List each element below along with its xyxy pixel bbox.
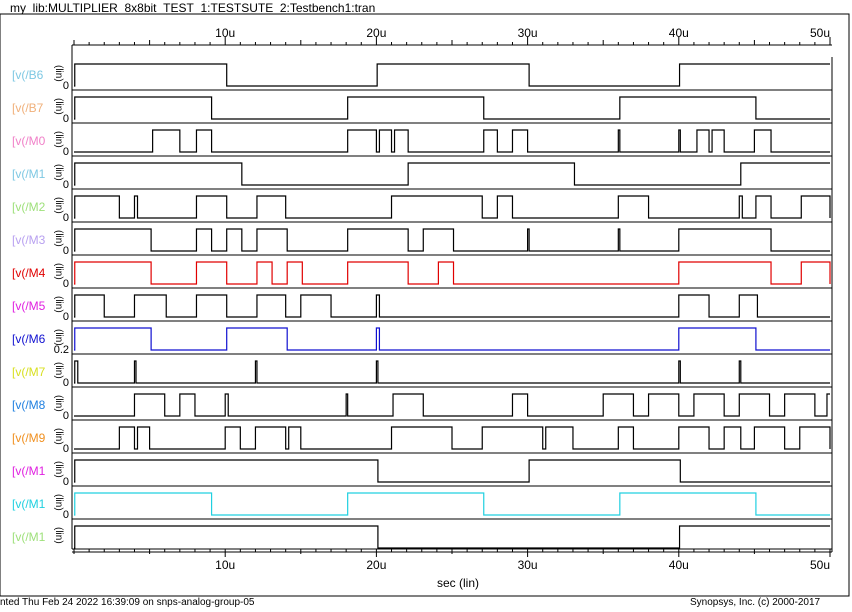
zero-label: 0	[63, 212, 69, 224]
zero-label: 0	[63, 311, 69, 323]
plot-border	[0, 13, 850, 597]
signal-lane: [v(/M5 (lin)0	[12, 288, 833, 323]
signal-name[interactable]: [v(/M9	[12, 431, 46, 445]
signal-lane: [v(/M0 (lin)0	[12, 123, 833, 158]
zero-label: 0.2	[54, 344, 69, 356]
zero-label: 0	[63, 113, 69, 125]
signal-name[interactable]: [v(/M1	[12, 530, 46, 544]
signal-lane: [v(/M7 (lin)0	[12, 354, 833, 389]
x-axis-label: sec (lin)	[437, 576, 479, 590]
unit-label: (lin)	[53, 164, 64, 181]
signal-lane: [v(/M1 (lin)0	[12, 453, 833, 488]
waveform-trace	[74, 360, 830, 384]
bottom-axis-ticks: 10u 20u 30u 40u 50u	[73, 549, 831, 572]
bottom-tick-label: 40u	[669, 558, 689, 572]
zero-label: 0	[63, 443, 69, 455]
unit-label: (lin)	[53, 461, 64, 478]
signal-lane: [v(/M8 (lin)0	[12, 387, 833, 422]
zero-label: 0	[63, 179, 69, 191]
waveform-trace	[74, 228, 830, 252]
unit-label: (lin)	[53, 329, 64, 346]
signal-lane: [v(/B7 (lin)0	[12, 90, 833, 125]
waveform-trace	[74, 63, 830, 87]
waveform-trace	[74, 261, 831, 285]
zero-label: 0	[63, 476, 69, 488]
footer-timestamp: nted Thu Feb 24 2022 16:39:09 on snps-an…	[0, 597, 255, 608]
unit-label: (lin)	[53, 296, 64, 313]
unit-label: (lin)	[53, 197, 64, 214]
waveform-trace	[74, 459, 830, 483]
signal-lane: [v(/M3 (lin)0	[12, 222, 833, 257]
signal-name[interactable]: [v(/B7	[12, 101, 44, 115]
signal-lane: [v(/M9 (lin)0	[12, 420, 833, 455]
signal-name[interactable]: [v(/M7	[12, 365, 46, 379]
unit-label: (lin)	[53, 362, 64, 379]
signal-name[interactable]: [v(/M1	[12, 497, 46, 511]
waveform-trace	[74, 96, 830, 120]
unit-label: (lin)	[53, 428, 64, 445]
signal-name[interactable]: [v(/M2	[12, 200, 46, 214]
signal-name[interactable]: [v(/M0	[12, 134, 46, 148]
top-tick-label: 30u	[518, 26, 538, 40]
bottom-tick-label: 10u	[215, 558, 235, 572]
waveform-trace	[74, 327, 830, 351]
zero-label: 0	[63, 509, 69, 521]
waveform-trace	[74, 162, 830, 186]
footer-copyright: Synopsys, Inc. (c) 2000-2017	[690, 597, 821, 608]
waveform-trace	[74, 294, 830, 318]
zero-label: 0	[63, 146, 69, 158]
signal-lane: [v(/M1 (lin)	[12, 519, 833, 553]
zero-label: 0	[63, 377, 69, 389]
signal-name[interactable]: [v(/M4	[12, 266, 46, 280]
bottom-tick-label: 30u	[518, 558, 538, 572]
top-tick-label: 50u	[810, 26, 830, 40]
waveform-trace	[74, 393, 830, 417]
top-axis-ticks: 10u 20u 30u 40u 50u	[73, 26, 831, 45]
signal-lane: [v(/M2 (lin)0	[12, 189, 833, 224]
top-tick-label: 20u	[366, 26, 386, 40]
signal-lane: [v(/M1 (lin)0	[12, 486, 833, 521]
unit-label: (lin)	[53, 527, 64, 544]
zero-label: 0	[63, 245, 69, 257]
unit-label: (lin)	[53, 230, 64, 247]
signal-name[interactable]: [v(/M6	[12, 332, 46, 346]
top-tick-label: 40u	[669, 26, 689, 40]
signal-name[interactable]: [v(/M1	[12, 167, 46, 181]
waveform-trace	[74, 525, 830, 549]
unit-label: (lin)	[53, 395, 64, 412]
signal-name[interactable]: [v(/M8	[12, 398, 46, 412]
zero-label: 0	[63, 80, 69, 92]
signal-lane: [v(/B6 (lin)0	[12, 57, 833, 92]
signal-lane: [v(/M1 (lin)0	[12, 156, 833, 191]
waveform-trace	[74, 426, 831, 450]
signal-name[interactable]: [v(/B6	[12, 68, 44, 82]
unit-label: (lin)	[53, 98, 64, 115]
unit-label: (lin)	[53, 263, 64, 280]
zero-label: 0	[63, 278, 69, 290]
waveform-trace	[74, 129, 830, 153]
signal-lanes: [v(/B6 (lin)0[v(/B7 (lin)0[v(/M0 (lin)0[v(/…	[12, 57, 833, 553]
unit-label: (lin)	[53, 494, 64, 511]
zero-label: 0	[63, 410, 69, 422]
signal-lane: [v(/M6 (lin)0.2	[12, 321, 833, 356]
bottom-tick-label: 20u	[366, 558, 386, 572]
waveform-trace	[74, 195, 831, 219]
signal-name[interactable]: [v(/M5	[12, 299, 46, 313]
unit-label: (lin)	[53, 65, 64, 82]
bottom-tick-label: 50u	[810, 558, 830, 572]
top-tick-label: 10u	[215, 26, 235, 40]
signal-lane: [v(/M4 (lin)0	[12, 255, 833, 290]
signal-name[interactable]: [v(/M3	[12, 233, 46, 247]
signal-name[interactable]: [v(/M1	[12, 464, 46, 478]
waveform-trace	[74, 492, 830, 516]
unit-label: (lin)	[53, 131, 64, 148]
page-title: my_lib:MULTIPLIER_8x8bit_TEST_1:TESTSUTE…	[10, 1, 376, 15]
